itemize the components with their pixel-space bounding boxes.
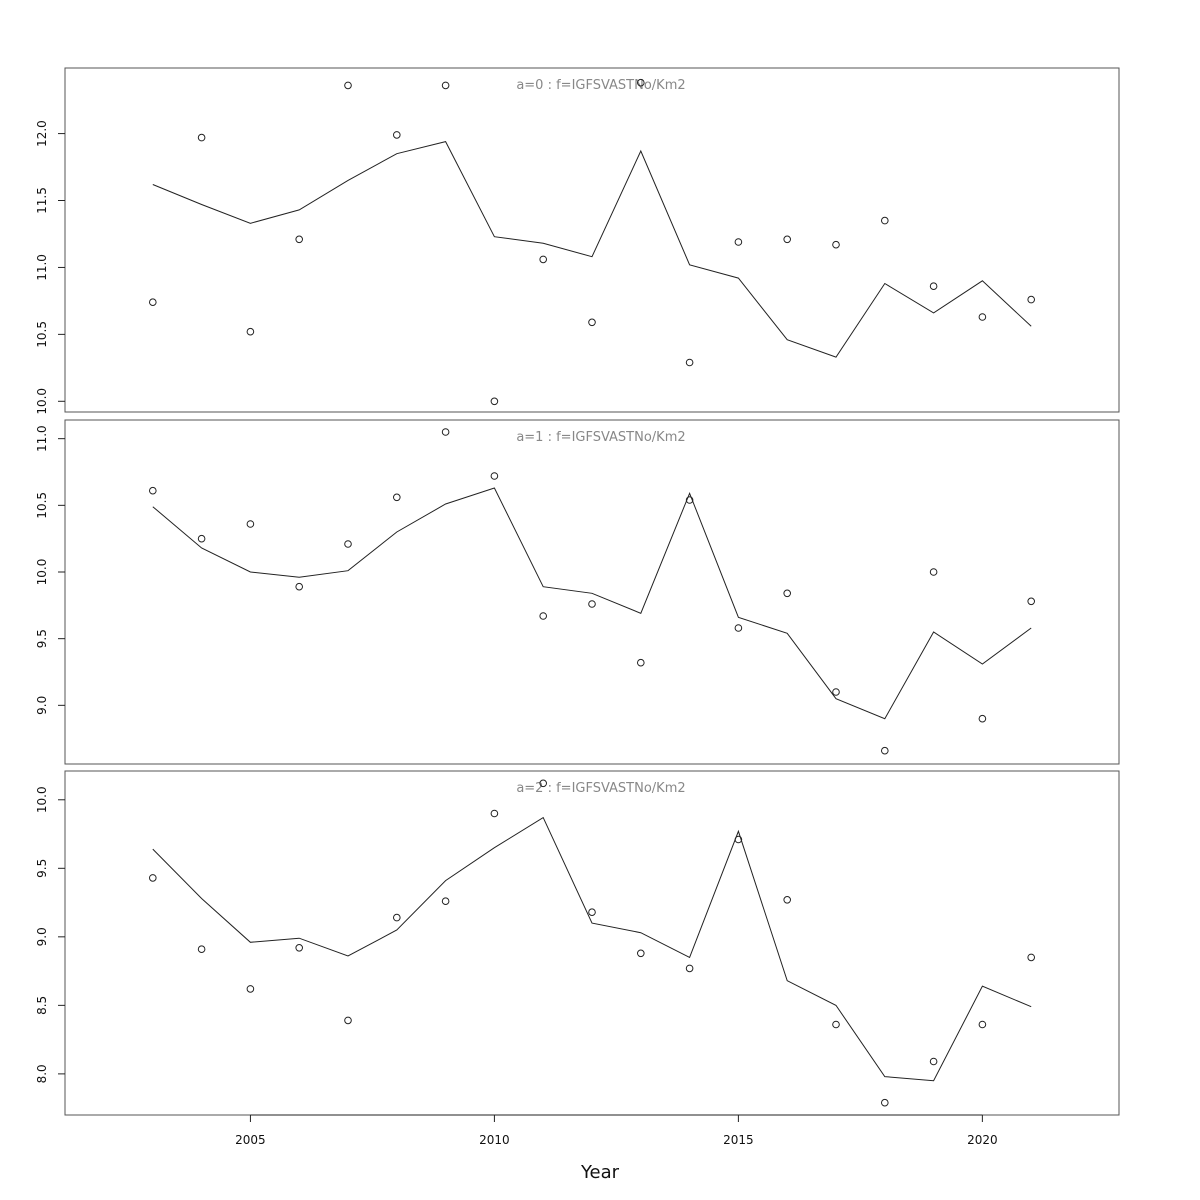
data-point bbox=[588, 600, 596, 608]
data-point bbox=[832, 1020, 840, 1029]
data-point bbox=[246, 327, 255, 336]
data-point bbox=[539, 612, 548, 620]
y-tick-label: 9.5 bbox=[35, 629, 49, 648]
chart-panels: 10.0 10.5 11.0 11.5 12.0 a=0 : f=IGFSVASTNo/K… bbox=[35, 67, 1120, 1116]
y-tick-label: 10.0 bbox=[35, 786, 49, 813]
data-point bbox=[1027, 953, 1035, 962]
y-tick-label: 8.0 bbox=[35, 1064, 49, 1083]
data-point bbox=[685, 496, 694, 504]
data-point bbox=[441, 81, 450, 90]
data-point bbox=[197, 534, 206, 543]
data-point bbox=[295, 582, 304, 591]
data-point bbox=[881, 1098, 889, 1107]
data-point bbox=[295, 944, 304, 952]
data-point bbox=[637, 949, 645, 958]
fitted-line bbox=[152, 816, 1032, 1082]
x-axis-title: Year bbox=[580, 1162, 620, 1183]
data-point bbox=[539, 255, 548, 264]
y-tick-label: 8.5 bbox=[35, 996, 49, 1015]
data-point bbox=[832, 240, 840, 249]
data-point bbox=[881, 746, 889, 755]
y-tick-label: 11.5 bbox=[35, 187, 49, 214]
data-point bbox=[588, 908, 596, 917]
data-point bbox=[1027, 295, 1035, 304]
data-point bbox=[783, 896, 792, 904]
y-tick-label: 11.0 bbox=[35, 254, 49, 281]
data-point bbox=[149, 874, 157, 882]
panel-frame bbox=[64, 67, 1120, 413]
y-tick-label: 10.0 bbox=[35, 559, 49, 586]
data-point bbox=[441, 897, 450, 906]
data-point bbox=[637, 658, 645, 667]
data-point bbox=[149, 486, 157, 495]
panel-frame bbox=[64, 419, 1120, 765]
data-point bbox=[490, 397, 499, 406]
data-point bbox=[929, 282, 938, 291]
data-point bbox=[393, 913, 401, 922]
data-point bbox=[490, 809, 499, 818]
y-tick-label: 9.0 bbox=[35, 696, 49, 715]
data-point bbox=[197, 133, 206, 142]
data-point bbox=[295, 235, 304, 244]
panel-title: a=2 : f=IGFSVASTNo/Km2 bbox=[516, 781, 685, 796]
fitted-line bbox=[152, 141, 1032, 358]
x-tick-label: 2015 bbox=[723, 1133, 754, 1147]
data-point bbox=[783, 589, 792, 598]
y-tick-label: 9.5 bbox=[35, 859, 49, 878]
fitted-line bbox=[152, 487, 1032, 720]
data-point bbox=[1027, 597, 1035, 606]
data-point bbox=[832, 688, 840, 696]
data-point bbox=[197, 945, 206, 954]
data-point bbox=[539, 779, 548, 788]
data-point bbox=[929, 568, 938, 576]
data-point bbox=[685, 358, 694, 367]
data-point bbox=[637, 78, 645, 87]
data-point bbox=[490, 472, 499, 480]
y-tick-label: 10.5 bbox=[35, 321, 49, 348]
x-axis: 2005 2010 2015 2020 bbox=[235, 1114, 998, 1147]
data-point bbox=[783, 235, 792, 244]
data-point bbox=[441, 428, 450, 436]
data-point bbox=[344, 540, 352, 548]
data-point bbox=[246, 520, 255, 528]
panel-title: a=1 : f=IGFSVASTNo/Km2 bbox=[516, 430, 685, 445]
data-point bbox=[246, 985, 255, 993]
data-point bbox=[685, 964, 694, 973]
x-tick-label: 2010 bbox=[479, 1133, 510, 1147]
data-point bbox=[929, 1057, 938, 1066]
data-point bbox=[881, 216, 889, 225]
data-point bbox=[734, 624, 743, 632]
y-tick-label: 11.0 bbox=[35, 425, 49, 452]
data-point bbox=[978, 313, 987, 321]
data-point bbox=[978, 1020, 987, 1029]
data-point bbox=[344, 81, 352, 90]
data-point bbox=[393, 131, 401, 139]
y-tick-label: 10.0 bbox=[35, 388, 49, 415]
x-tick-label: 2020 bbox=[967, 1133, 998, 1147]
panel-1: 9.0 9.5 10.0 10.5 11.0 a=1 : f=IGFSVASTNo/Km2 bbox=[35, 419, 1120, 765]
panel-0: 10.0 10.5 11.0 11.5 12.0 a=0 : f=IGFSVASTNo/K… bbox=[35, 67, 1120, 415]
data-point bbox=[393, 493, 401, 502]
data-point bbox=[734, 238, 743, 246]
data-point bbox=[588, 318, 596, 327]
y-tick-label: 9.0 bbox=[35, 927, 49, 946]
data-point bbox=[978, 714, 987, 723]
data-point bbox=[344, 1016, 352, 1025]
y-tick-label: 10.5 bbox=[35, 492, 49, 519]
data-point bbox=[734, 835, 743, 844]
panel-title: a=0 : f=IGFSVASTNo/Km2 bbox=[516, 78, 685, 93]
y-tick-label: 12.0 bbox=[35, 120, 49, 147]
panel-2: 8.0 8.5 9.0 9.5 10.0 a=2 : f=IGFSVASTNo/Km2 bbox=[35, 770, 1120, 1116]
panel-frame bbox=[64, 770, 1120, 1116]
data-point bbox=[149, 298, 157, 307]
x-tick-label: 2005 bbox=[235, 1133, 266, 1147]
